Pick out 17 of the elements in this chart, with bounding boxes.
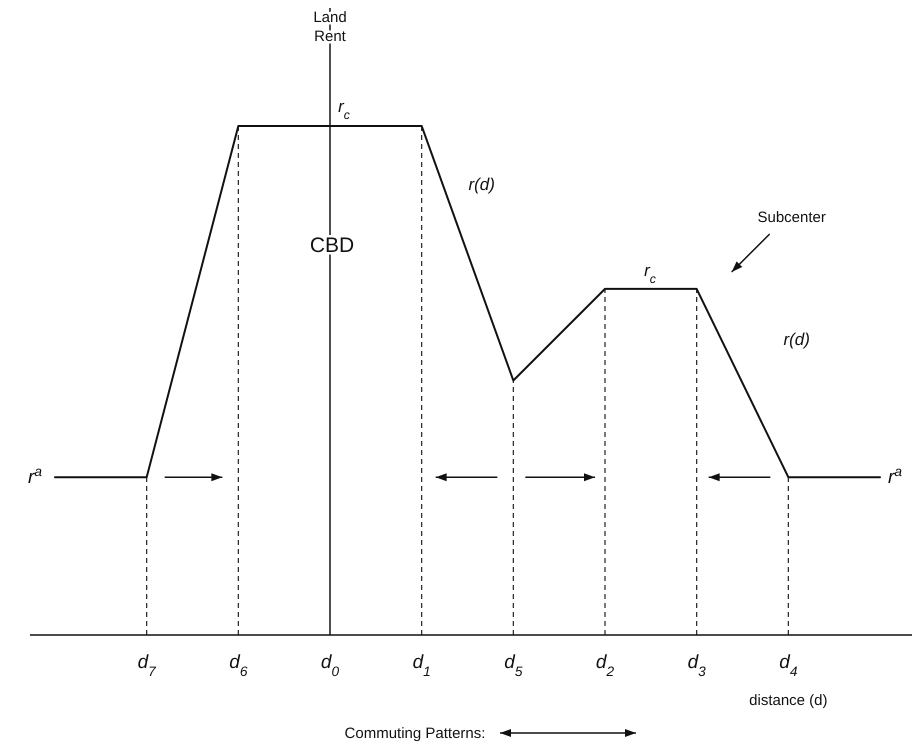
x-tick-label: d$_{7}$ (138, 652, 158, 678)
text: r$_{c}$ (338, 97, 350, 122)
text: Commuting Patterns: (344, 725, 486, 742)
x-tick-label: d$_{6}$ (229, 652, 248, 678)
x-tick-label: d$_{0}$ (320, 652, 340, 678)
annotation: r(d) (468, 175, 495, 194)
annotation: r(d) (783, 330, 810, 349)
x-tick-label: d$_{2}$ (596, 652, 614, 678)
x-tick-label: d$_{4}$ (779, 652, 798, 678)
annotation: Subcenter (757, 209, 826, 226)
x-tick-label: d$_{1}$ (412, 652, 431, 678)
annotation: r$_{c}$ (644, 261, 656, 286)
annotation: r$^{a}$ (888, 464, 902, 488)
x-axis-title: distance (d) (749, 692, 828, 709)
x-tick-label: d$_{3}$ (688, 652, 706, 678)
annotation: r$^{a}$ (28, 464, 42, 488)
x-tick-label: d$_{5}$ (504, 652, 523, 678)
